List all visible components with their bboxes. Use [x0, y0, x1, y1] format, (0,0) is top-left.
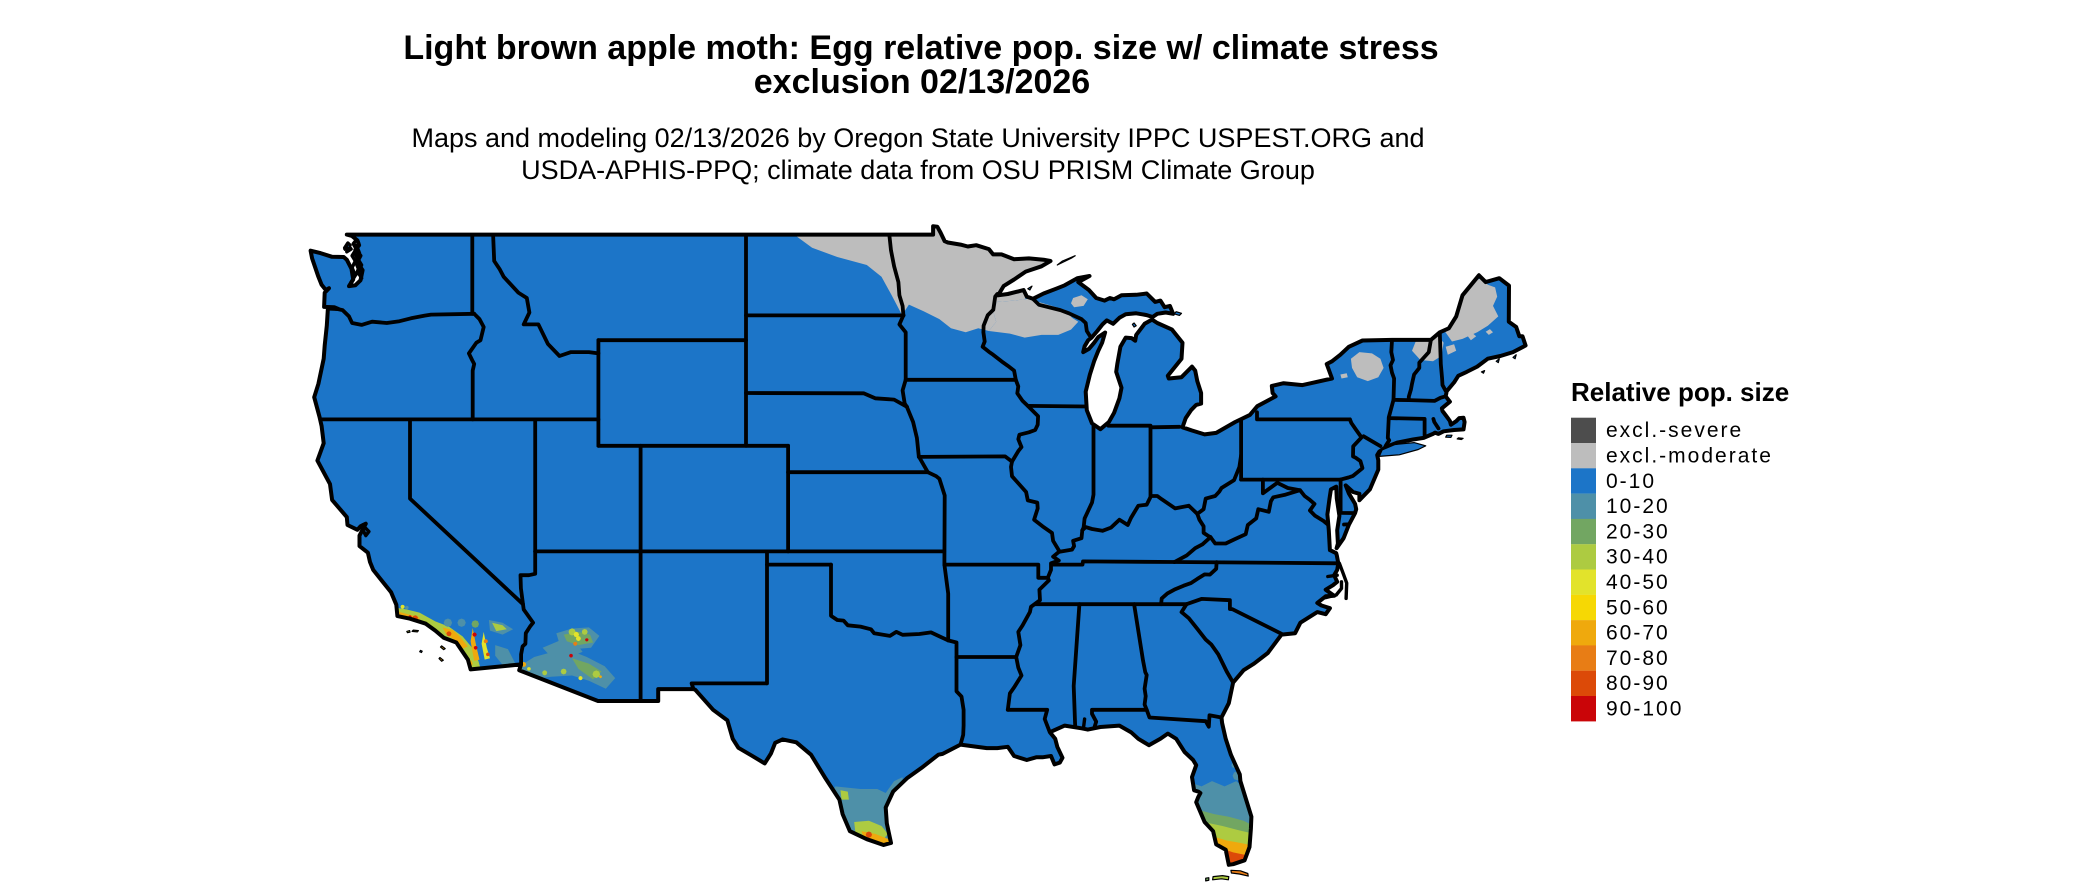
svg-text:50-60: 50-60	[1606, 596, 1670, 619]
svg-text:40-50: 40-50	[1606, 571, 1670, 594]
svg-text:exclusion 02/13/2026: exclusion 02/13/2026	[754, 63, 1090, 101]
svg-text:Maps and modeling 02/13/2026 b: Maps and modeling 02/13/2026 by Oregon S…	[411, 123, 1424, 153]
svg-text:90-100: 90-100	[1606, 698, 1683, 721]
svg-text:20-30: 20-30	[1606, 520, 1670, 543]
svg-text:80-90: 80-90	[1606, 672, 1670, 695]
svg-text:60-70: 60-70	[1606, 622, 1670, 645]
svg-text:Light brown apple moth: Egg re: Light brown apple moth: Egg relative pop…	[403, 29, 1438, 67]
svg-text:excl.-severe: excl.-severe	[1606, 419, 1743, 442]
svg-text:0-10: 0-10	[1606, 470, 1656, 493]
svg-text:Relative pop. size: Relative pop. size	[1571, 377, 1789, 407]
svg-text:USDA-APHIS-PPQ; climate data f: USDA-APHIS-PPQ; climate data from OSU PR…	[521, 155, 1315, 185]
svg-text:30-40: 30-40	[1606, 546, 1670, 569]
svg-text:70-80: 70-80	[1606, 647, 1670, 670]
svg-text:10-20: 10-20	[1606, 495, 1670, 518]
svg-text:excl.-moderate: excl.-moderate	[1606, 445, 1773, 468]
